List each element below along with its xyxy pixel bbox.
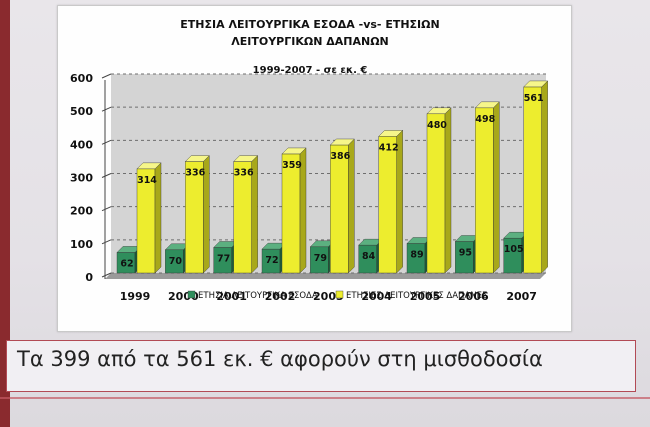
y-tick [101, 206, 112, 212]
y-tick [101, 239, 112, 245]
chart-svg: ΕΤΗΣΙΑ ΛΕΙΤΟΥΡΓΙΚΑ ΕΣΟΔΑ -vs- ΕΤΗΣΙΩΝ ΛΕΙ… [70, 18, 549, 303]
income-value-label: 70 [169, 256, 183, 267]
chart-title-line: ΛΕΙΤΟΥΡΓΙΚΩΝ ΔΑΠΑΝΩΝ [231, 35, 389, 48]
expense-bar-top [426, 107, 452, 115]
income-value-label: 79 [314, 253, 327, 264]
expense-value-label: 386 [330, 151, 350, 162]
x-tick-label: 1999 [120, 290, 151, 303]
expense-bar-top [184, 155, 210, 162]
expense-bar-top [281, 147, 307, 155]
expense-value-label: 314 [137, 175, 157, 186]
income-value-label: 62 [120, 258, 133, 269]
income-value-label: 95 [459, 247, 472, 258]
y-tick-label: 100 [70, 238, 93, 251]
expense-bar-top [329, 138, 355, 146]
y-tick [101, 173, 112, 178]
caption-box: Τα 399 από τα 561 εκ. € αφορούν στη μισθ… [6, 340, 636, 392]
y-tick [101, 272, 112, 278]
expense-value-label: 480 [427, 120, 447, 131]
expense-value-label: 359 [282, 160, 302, 171]
income-value-label: 105 [504, 244, 524, 255]
legend-label-expense: ΕΤΗΣΙΕΣ ΛΕΙΤΟΥΡΓΙΚΕΣ ΔΑΠΑΝΕΣ [346, 291, 487, 301]
y-tick-label: 500 [70, 105, 93, 118]
expense-bar-top [474, 101, 500, 109]
expense-bar [523, 86, 542, 274]
chart-title-line: ΕΤΗΣΙΑ ΛΕΙΤΟΥΡΓΙΚΑ ΕΣΟΔΑ -vs- ΕΤΗΣΙΩΝ [180, 18, 439, 31]
x-tick-label: 2004 [361, 290, 392, 303]
expense-bar-top [136, 162, 162, 170]
expense-value-label: 412 [379, 142, 399, 153]
expense-bar-top [378, 130, 404, 137]
income-value-label: 89 [410, 249, 423, 260]
legend-label-income: ΕΤΗΣΙΑ ΛΕΙΤΟΥΡΓΙΚΑ ΕΣΟΔΑ [198, 291, 318, 301]
expense-value-label: 561 [524, 93, 544, 104]
plot-floor [105, 273, 546, 279]
expense-bar [378, 136, 397, 274]
y-tick [101, 73, 112, 79]
x-tick-label: 2005 [410, 290, 441, 303]
y-tick-label: 400 [70, 138, 93, 151]
expense-bar [475, 107, 494, 274]
legend-swatch-income [187, 290, 196, 299]
chart-slide: ΕΤΗΣΙΑ ΛΕΙΤΟΥΡΓΙΚΑ ΕΣΟΔΑ -vs- ΕΤΗΣΙΩΝ ΛΕΙ… [57, 5, 572, 332]
y-tick-label: 200 [70, 205, 93, 218]
x-tick-label: 2006 [458, 290, 489, 303]
y-tick-label: 300 [70, 172, 93, 185]
income-value-label: 72 [265, 255, 278, 266]
expense-bar [330, 144, 349, 274]
expense-bar-top [233, 155, 259, 162]
x-tick-label: 2002 [265, 290, 296, 303]
caption-text: Τα 399 από τα 561 εκ. € αφορούν στη μισθ… [17, 347, 543, 371]
chart-subtitle: 1999-2007 - σε εκ. € [253, 65, 368, 76]
income-value-label: 84 [362, 251, 376, 262]
left-accent-strip [0, 0, 10, 427]
expense-bar-side [541, 80, 548, 274]
expense-value-label: 336 [185, 168, 205, 179]
expense-bar-side [444, 107, 452, 274]
y-tick-label: 600 [70, 72, 93, 85]
expense-bar-top [523, 80, 549, 88]
income-value-label: 77 [217, 253, 230, 264]
expense-bar-side [493, 101, 500, 274]
y-tick [101, 139, 112, 145]
expense-bar [281, 153, 301, 274]
expense-bar [426, 113, 446, 274]
y-tick [101, 106, 112, 112]
legend-swatch-expense [335, 290, 344, 299]
y-tick-label: 0 [85, 271, 93, 284]
x-tick-label: 2007 [506, 290, 537, 303]
x-tick-label: 2001 [216, 290, 247, 303]
expense-value-label: 336 [234, 168, 254, 179]
divider-line [0, 397, 650, 399]
expense-value-label: 498 [475, 114, 495, 125]
